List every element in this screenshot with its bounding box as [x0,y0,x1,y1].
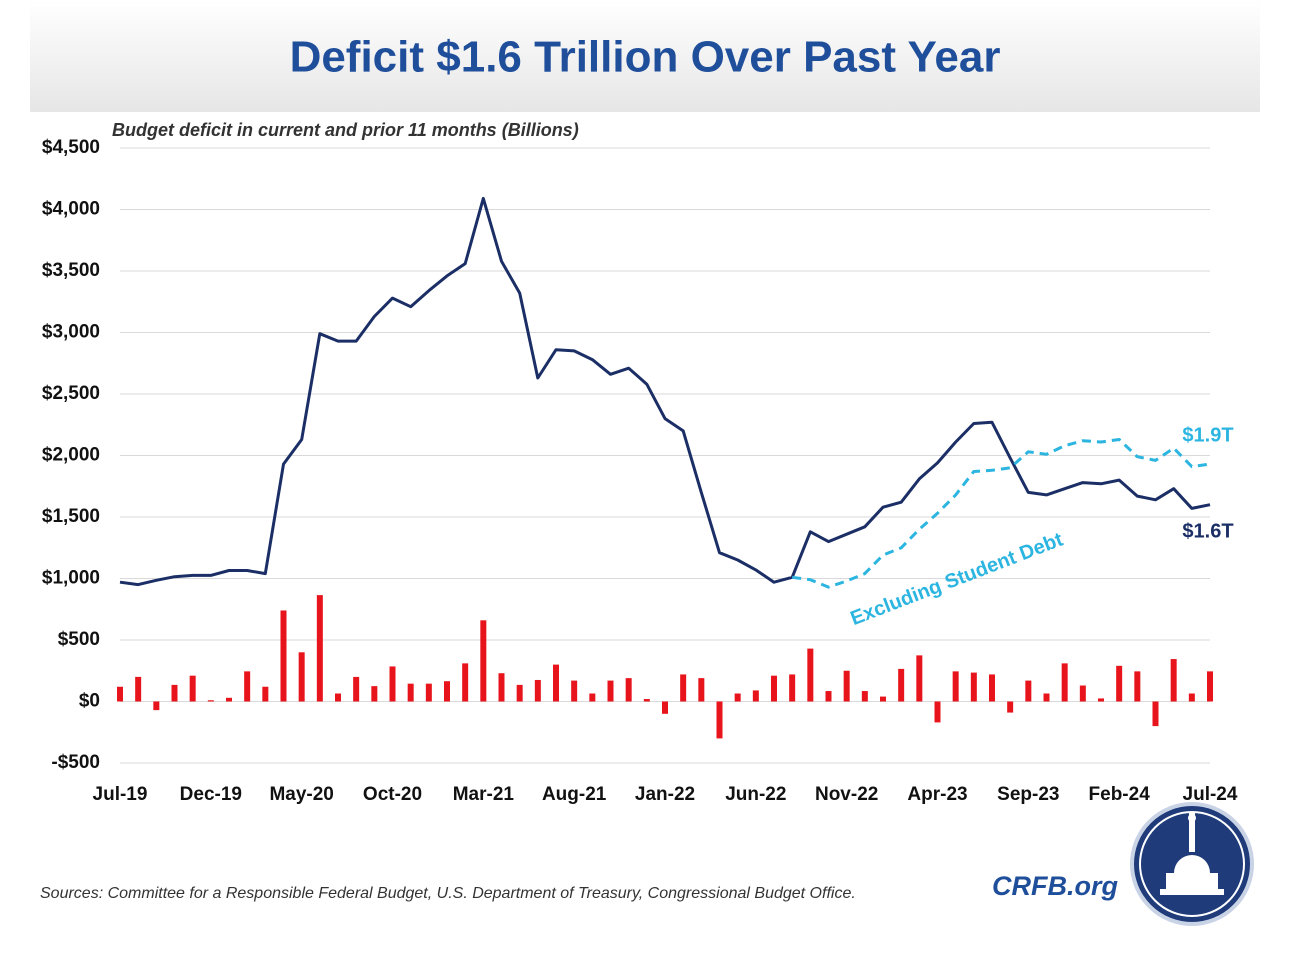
bar [771,675,777,702]
bar [789,674,796,702]
bar [189,675,196,702]
bar [680,674,687,702]
bar [298,652,305,702]
bar [244,671,251,702]
bar [1170,659,1177,702]
x-tick-label: Jan-22 [635,784,695,805]
x-tick-label: May-20 [269,784,333,805]
bar [625,678,632,702]
annotation: $1.6T [1182,520,1233,542]
bar [970,672,977,702]
bar [952,671,959,702]
bar [1025,680,1032,702]
x-tick-label: Feb-24 [1089,784,1151,805]
y-tick-label: $3,000 [42,322,100,343]
bar [1007,701,1014,713]
y-tick-label: $4,500 [42,137,100,158]
bar [462,663,469,702]
bar [389,666,396,702]
x-tick-label: Jul-19 [93,784,148,805]
bar [880,696,886,702]
annotation: $1.9T [1182,424,1233,446]
bar [316,595,323,702]
bar [171,684,178,702]
bar [1152,701,1159,727]
source: Sources: Committee for a Responsible Fed… [40,885,856,902]
y-tick-label: $1,000 [42,568,100,589]
bar [335,693,341,702]
bar [662,701,668,714]
x-tick-label: Aug-21 [542,784,607,805]
x-tick-label: Mar-21 [453,784,515,805]
bar [480,620,487,702]
bar [135,676,142,702]
bar [643,699,650,702]
bar [825,691,832,702]
bar [607,680,614,702]
y-tick-label: $0 [79,691,100,712]
bar [444,681,450,702]
bar [1043,693,1050,702]
bar [571,680,578,702]
bar [752,690,759,702]
bar [1061,663,1068,702]
bar [117,686,123,702]
bar [207,700,214,702]
x-tick-label: Nov-22 [815,784,878,805]
line-series [119,196,1211,587]
line-series [792,438,1211,589]
bar [934,701,941,723]
bar [1098,698,1104,702]
bar [807,648,814,702]
bar [371,686,378,702]
logo [1130,802,1254,926]
subtitle: Budget deficit in current and prior 11 m… [112,120,579,140]
annotation: Excluding Student Debt [848,529,1067,630]
bar [498,673,505,702]
x-tick-label: Dec-19 [180,784,242,805]
bar [425,683,432,702]
x-tick-label: Jul-24 [1183,784,1238,805]
bar [898,668,905,702]
x-tick-label: Sep-23 [997,784,1059,805]
bar [861,691,868,702]
bar [516,684,523,702]
x-tick-label: Jun-22 [725,784,786,805]
y-tick-label: $2,500 [42,383,100,404]
bar [1134,671,1141,702]
brand: CRFB.org [992,871,1118,901]
bar [716,701,723,739]
bar [843,670,850,702]
y-tick-label: $3,500 [42,260,100,281]
y-tick-label: $4,000 [42,199,100,220]
bar [153,701,160,711]
bar [262,686,269,702]
title-band [30,0,1260,112]
bar [353,676,360,702]
bar [1207,671,1213,702]
bar [916,655,923,702]
bar [989,674,995,702]
bar [589,693,596,702]
bar [407,683,414,702]
bar [698,678,705,702]
y-tick-label: $2,000 [42,445,100,466]
bar [280,610,287,702]
chart-title: Deficit $1.6 Trillion Over Past Year [290,33,1001,82]
bar [553,664,559,702]
bar [226,697,232,702]
bar [734,693,741,702]
bar [534,679,541,702]
y-tick-label: $1,500 [42,506,100,527]
y-tick-label: -$500 [51,752,100,773]
x-tick-label: Apr-23 [907,784,967,805]
bar [1116,665,1123,702]
bar [1079,685,1086,702]
y-tick-label: $500 [58,629,100,650]
bar [1188,693,1195,702]
x-tick-label: Oct-20 [363,784,422,805]
